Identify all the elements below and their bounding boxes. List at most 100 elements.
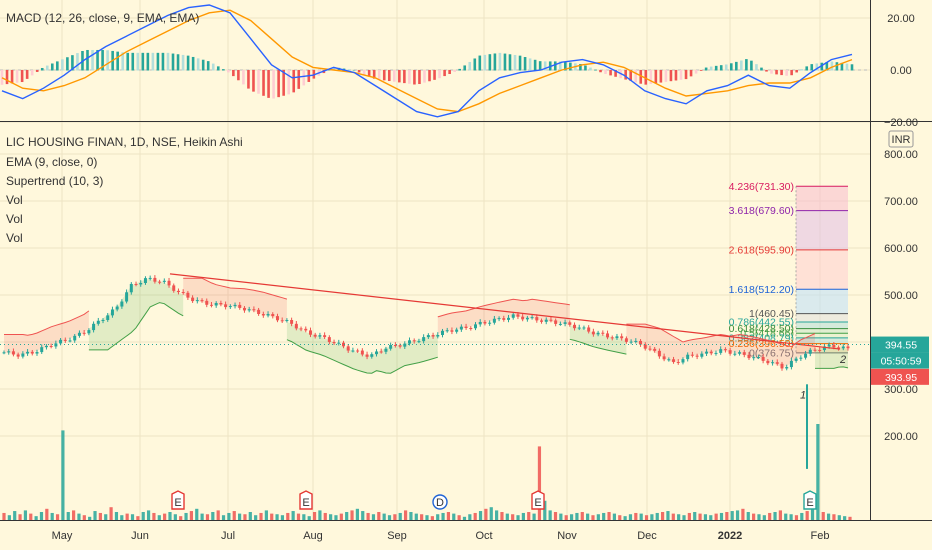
macd-legend[interactable]: MACD (12, 26, close, 9, EMA, EMA) — [6, 11, 200, 25]
wave-label-2: 2 — [839, 354, 846, 366]
vol-legend-2[interactable]: Vol — [6, 212, 23, 226]
event-marker-e[interactable]: E — [531, 490, 545, 510]
volume-bar — [339, 513, 343, 520]
x-tick-label: Nov — [557, 530, 577, 542]
macd-hist-bar — [800, 69, 804, 71]
macd-hist-bar — [473, 58, 477, 71]
volume-bar — [195, 508, 199, 520]
fibonacci-extension[interactable]: 4.236(731.30) 3.618(679.60) 2.618(595.90) 1… — [729, 181, 848, 360]
volume-bar — [13, 511, 17, 520]
macd-hist-bar — [327, 69, 331, 71]
volume-bar — [612, 513, 617, 520]
candle-body — [398, 345, 402, 347]
macd-hist-bar — [604, 70, 607, 75]
candle-body — [139, 283, 143, 285]
volume-bar — [543, 500, 547, 520]
fib-level-label: 1(460.45) — [749, 308, 794, 320]
prev-close-tag[interactable]: 393.95 — [871, 368, 929, 385]
candle-body — [247, 309, 251, 311]
candle-body — [110, 309, 114, 316]
candle-body — [341, 342, 345, 347]
last-price-tag[interactable]: 394.55 — [871, 336, 929, 353]
macd-hist-bar — [835, 62, 839, 71]
supertrend-fill — [626, 324, 815, 367]
volume-bar — [628, 514, 633, 520]
x-tick-label: Dec — [637, 530, 657, 542]
supertrend — [4, 277, 849, 374]
countdown-tag[interactable]: 05:50:59 — [871, 352, 929, 369]
macd-hist-bar — [247, 70, 250, 89]
volume-bar — [500, 512, 504, 520]
fib-band — [796, 333, 848, 338]
candle-body — [582, 327, 586, 329]
candle-body — [827, 344, 831, 347]
countdown-tag-box — [871, 352, 929, 369]
x-tick-label: Jul — [221, 530, 235, 542]
candle-body — [275, 316, 279, 321]
candle-body — [299, 328, 303, 330]
candle-body — [441, 330, 445, 336]
macd-hist-bar — [543, 61, 547, 71]
event-marker-e[interactable]: E — [171, 490, 185, 510]
event-marker-d[interactable]: D — [432, 494, 448, 510]
macd-hist-bar — [815, 63, 819, 71]
candle-body — [474, 324, 478, 329]
candle-body — [101, 320, 105, 322]
macd-hist-bar — [176, 54, 180, 71]
macd-hist-bar — [5, 70, 9, 85]
candle-body — [346, 346, 350, 351]
macd-hist-bar — [483, 54, 487, 71]
candle-body — [681, 359, 685, 363]
event-marker-e[interactable]: E — [299, 490, 313, 510]
candle-body — [224, 304, 228, 308]
candle-body — [667, 359, 671, 361]
volume-bar — [355, 508, 359, 520]
supertrend-legend[interactable]: Supertrend (10, 3) — [6, 174, 104, 188]
volume-bar — [120, 515, 124, 520]
currency-badge[interactable]: INR — [888, 130, 914, 148]
macd-hist-bar — [805, 66, 809, 71]
signal-line — [1, 9, 853, 113]
fib-band — [796, 343, 848, 353]
ema-legend[interactable]: EMA (9, close, 0) — [6, 155, 98, 169]
vol-legend-3[interactable]: Vol — [6, 231, 23, 245]
macd-hist-bar — [825, 62, 829, 71]
macd-hist-bar — [689, 70, 693, 77]
candle-body — [96, 320, 100, 324]
macd-hist-bar — [40, 67, 44, 71]
macd-hist-bar — [362, 70, 366, 75]
countdown-tag-text: 05:50:59 — [881, 356, 922, 368]
volume-bar — [7, 515, 11, 520]
macd-hist-bar — [614, 70, 617, 77]
candle-body — [285, 320, 289, 322]
candle-body — [450, 330, 454, 332]
macd-hist-bar — [558, 61, 562, 71]
volume-bar — [735, 510, 740, 520]
event-marker-label: E — [302, 497, 309, 509]
candle-body — [172, 285, 176, 291]
candle-body — [191, 297, 195, 302]
macd-hist-bar — [458, 68, 461, 71]
symbol-title[interactable]: LIC HOUSING FINAN, 1D, NSE, Heikin Ashi — [6, 135, 243, 149]
volume-bar — [666, 511, 670, 520]
volume-bar — [682, 515, 686, 520]
volume-bar — [719, 512, 724, 520]
macd-hist-bar — [629, 70, 632, 81]
candle-body — [280, 320, 284, 322]
candle-body — [393, 344, 397, 346]
volume-bar — [323, 512, 327, 520]
macd-hist-bar — [242, 70, 245, 85]
volume-bar — [45, 508, 49, 520]
vol-legend-1[interactable]: Vol — [6, 193, 23, 207]
macd-hist-bar — [579, 63, 582, 71]
candle-body — [662, 356, 666, 360]
event-marker-e[interactable]: E — [803, 490, 817, 510]
candle-body — [615, 336, 619, 339]
volume-bar — [457, 515, 461, 520]
drawings[interactable]: 12 — [0, 273, 870, 469]
volume-bar — [93, 511, 97, 520]
candle-body — [728, 350, 732, 354]
candle-body — [601, 332, 605, 334]
